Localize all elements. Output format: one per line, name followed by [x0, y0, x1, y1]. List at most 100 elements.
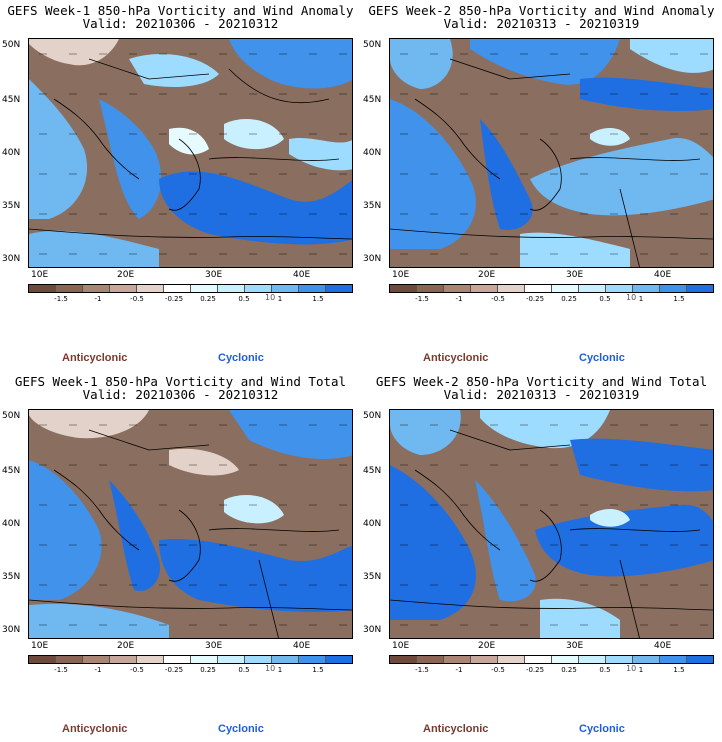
lat-label: 50N: [2, 411, 21, 421]
lon-label: 40E: [654, 641, 672, 651]
colorbar-label: 1.5: [673, 295, 685, 303]
colorbar-cell: [218, 285, 245, 292]
vorticity-map: [389, 409, 714, 639]
colorbar-cell: [444, 656, 471, 663]
colorbar-label: -1.5: [415, 666, 429, 674]
lon-label: 10E: [31, 270, 49, 280]
panel-title: GEFS Week-2 850-hPa Vorticity and Wind T…: [375, 374, 708, 389]
lat-label: 50N: [363, 411, 382, 421]
colorbar-cell: [164, 285, 191, 292]
colorbar-scale-note: 10: [265, 664, 276, 673]
lon-label: 40E: [293, 641, 311, 651]
colorbar-cell: [191, 285, 218, 292]
colorbar-cell: [390, 656, 417, 663]
colorbar-cell: [444, 285, 471, 292]
colorbar-cell: [137, 656, 164, 663]
colorbar-cell: [498, 285, 525, 292]
lat-label: 50N: [363, 40, 382, 50]
colorbar-label: -1.5: [54, 666, 68, 674]
colorbar-label: -0.25: [164, 666, 184, 674]
colorbar-cell: [525, 656, 552, 663]
lon-label: 20E: [478, 270, 496, 280]
cyclonic-label: Cyclonic: [579, 352, 625, 364]
lon-label: 40E: [654, 270, 672, 280]
colorbar-label: -1.5: [54, 295, 68, 303]
lat-label: 35N: [363, 572, 382, 582]
lon-label: 20E: [117, 641, 135, 651]
colorbar-cell: [471, 285, 498, 292]
lon-label: 20E: [478, 641, 496, 651]
colorbar-cell: [552, 285, 579, 292]
lat-label: 40N: [2, 148, 21, 158]
colorbar-label: 0.5: [238, 666, 250, 674]
lon-label: 10E: [392, 641, 410, 651]
colorbar-cell: [687, 656, 713, 663]
colorbar-cell: [272, 656, 299, 663]
vorticity-map: [28, 409, 353, 639]
colorbar-cell: [299, 656, 326, 663]
colorbar-label: -1: [455, 666, 463, 674]
colorbar-label: -0.25: [164, 295, 184, 303]
colorbar-cell: [83, 285, 110, 292]
colorbar-label: 0.25: [561, 666, 577, 674]
colorbar-cell: [552, 656, 579, 663]
anticyclonic-label: Anticyclonic: [62, 352, 128, 364]
lon-label: 10E: [31, 641, 49, 651]
panel-valid-date: Valid: 20210313 - 20210319: [443, 387, 640, 402]
colorbar-cell: [579, 656, 606, 663]
colorbar-label: -1: [94, 295, 102, 303]
colorbar-label: -0.5: [130, 666, 144, 674]
colorbar-scale-note: 10: [626, 664, 637, 673]
colorbar-cell: [110, 285, 137, 292]
anticyclonic-label: Anticyclonic: [62, 723, 128, 735]
colorbar-label: -1.5: [415, 295, 429, 303]
colorbar-label: 1.5: [312, 666, 324, 674]
colorbar-cell: [417, 285, 444, 292]
lat-label: 40N: [363, 148, 382, 158]
lon-label: 40E: [293, 270, 311, 280]
colorbar-label: -0.5: [491, 666, 505, 674]
colorbar-cell: [525, 285, 552, 292]
colorbar: [389, 284, 714, 293]
colorbar-label: 1: [638, 295, 644, 303]
lon-label: 30E: [205, 641, 223, 651]
lon-label: 20E: [117, 270, 135, 280]
colorbar-scale-note: 10: [265, 293, 276, 302]
colorbar-cell: [110, 656, 137, 663]
colorbar-cell: [272, 285, 299, 292]
colorbar-label: -0.5: [491, 295, 505, 303]
lat-label: 40N: [363, 519, 382, 529]
panel-week2-anomaly: GEFS Week-2 850-hPa Vorticity and Wind A…: [361, 0, 722, 371]
cyclonic-label: Cyclonic: [579, 723, 625, 735]
colorbar-cell: [29, 656, 56, 663]
lon-label: 30E: [566, 641, 584, 651]
colorbar-label: 1: [638, 666, 644, 674]
colorbar-label: -1: [94, 666, 102, 674]
lat-label: 35N: [363, 201, 382, 211]
colorbar: [389, 655, 714, 664]
lat-label: 30N: [2, 254, 21, 264]
panel-valid-date: Valid: 20210306 - 20210312: [82, 387, 279, 402]
panel-valid-date: Valid: 20210306 - 20210312: [82, 16, 279, 31]
vorticity-map: [389, 38, 714, 268]
lat-label: 45N: [2, 95, 21, 105]
colorbar-label: -0.5: [130, 295, 144, 303]
colorbar-cell: [56, 656, 83, 663]
colorbar-cell: [660, 656, 687, 663]
colorbar-cell: [29, 285, 56, 292]
colorbar-cell: [633, 285, 660, 292]
colorbar-cell: [471, 656, 498, 663]
lat-label: 45N: [363, 466, 382, 476]
colorbar-cell: [326, 285, 352, 292]
colorbar-cell: [606, 285, 633, 292]
lat-label: 30N: [363, 254, 382, 264]
colorbar-label: -1: [455, 295, 463, 303]
lat-label: 45N: [2, 466, 21, 476]
colorbar-cell: [417, 656, 444, 663]
panel-week1-total: GEFS Week-1 850-hPa Vorticity and Wind T…: [0, 371, 361, 742]
anticyclonic-label: Anticyclonic: [423, 723, 489, 735]
colorbar: [28, 284, 353, 293]
colorbar-label: 0.25: [561, 295, 577, 303]
colorbar-cell: [164, 656, 191, 663]
cyclonic-label: Cyclonic: [218, 352, 264, 364]
